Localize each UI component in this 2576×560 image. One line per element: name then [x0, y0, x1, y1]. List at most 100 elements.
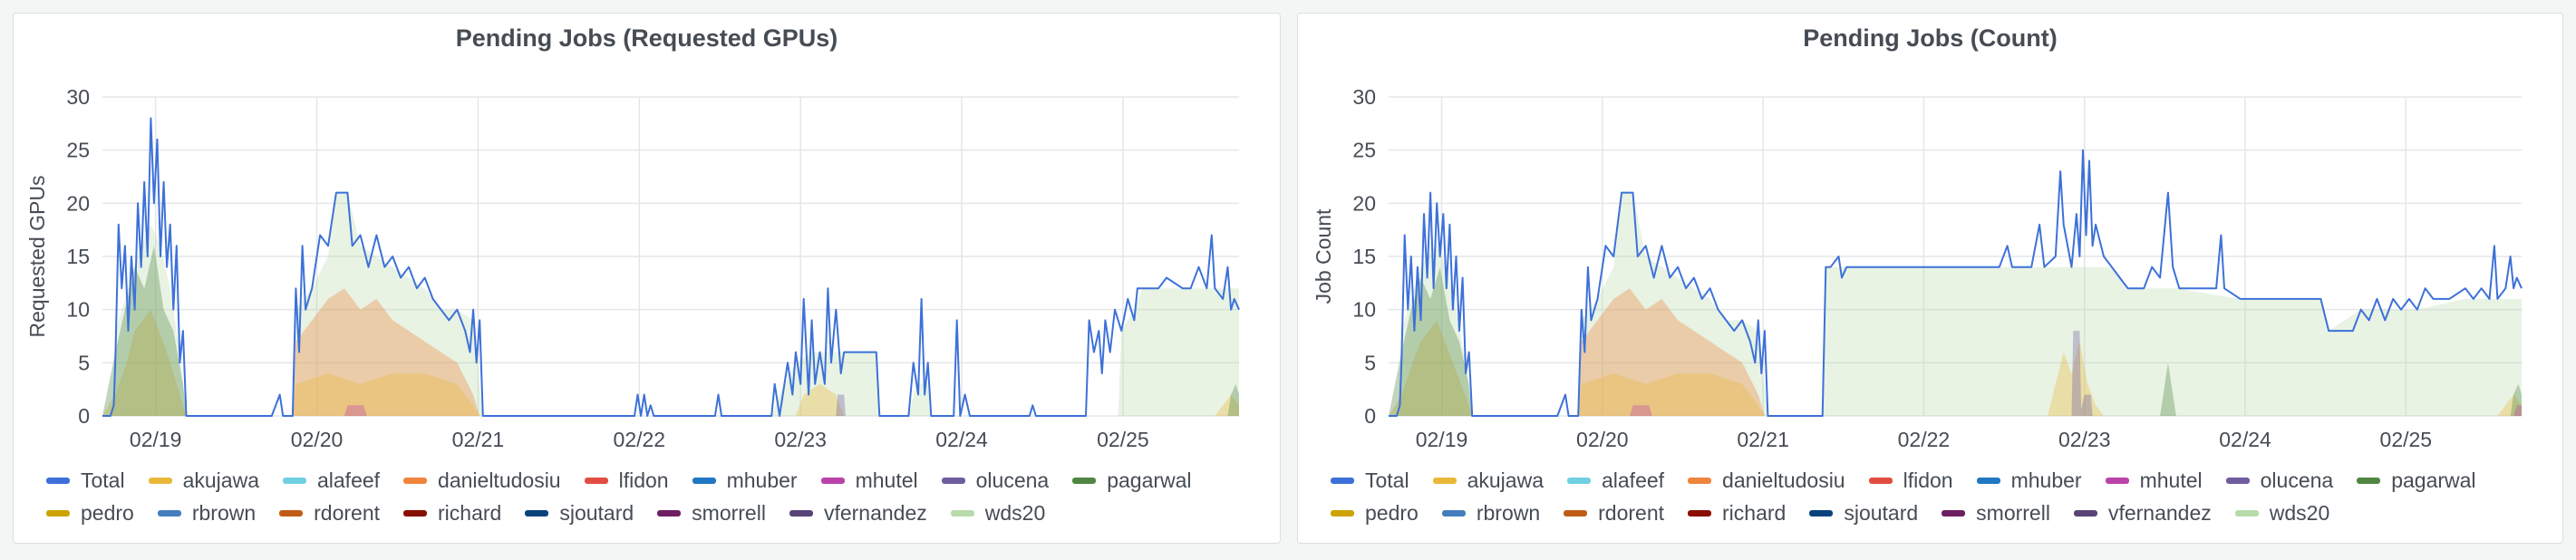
series-area-danieltudosiu: [292, 288, 480, 416]
x-tick-label: 02/23: [774, 428, 827, 451]
y-tick-label: 25: [1352, 139, 1376, 162]
legend-label: richard: [438, 500, 502, 525]
legend-item-richard[interactable]: richard: [403, 499, 501, 526]
legend-item-sjoutard[interactable]: sjoutard: [525, 499, 634, 526]
legend-swatch: [1942, 509, 1966, 517]
chart-pending-gpus: 0 5 10 15 20 25 30 02/19 02/20 02/21 02/22 02/23 02/…: [25, 85, 1240, 451]
y-tick-label: 20: [1352, 191, 1376, 215]
legend-label: vfernandez: [2107, 500, 2212, 525]
legend-item-lfidon[interactable]: lfidon: [1868, 467, 1953, 494]
legend-label: lfidon: [1903, 468, 1953, 492]
legend-item-vfernandez[interactable]: vfernandez: [789, 499, 927, 526]
legend-item-Total[interactable]: Total: [46, 467, 125, 494]
x-tick-label: 02/19: [130, 428, 182, 451]
legend-item-mhuber[interactable]: mhuber: [692, 467, 798, 494]
y-axis-label: Requested GPUs: [25, 176, 49, 338]
panel-pending-gpus: Pending Jobs (Requested GPUs) 0 5 10 15 20 25…: [13, 13, 1281, 544]
y-tick-label: 5: [78, 351, 90, 374]
legend-item-danieltudosiu[interactable]: danieltudosiu: [403, 467, 561, 494]
legend-label: akujawa: [182, 468, 259, 492]
legend-label: Total: [1365, 468, 1409, 492]
legend-label: alafeef: [1601, 468, 1665, 492]
legend-label: danieltudosiu: [438, 468, 561, 492]
legend-swatch: [46, 509, 70, 517]
legend-swatch: [1331, 509, 1354, 517]
legend-item-mhutel[interactable]: mhutel: [2105, 467, 2203, 494]
x-tick-label: 02/23: [2058, 428, 2111, 451]
y-tick-label: 30: [1352, 85, 1376, 109]
legend-item-lfidon[interactable]: lfidon: [584, 467, 669, 494]
y-axis-label: Job Count: [1312, 208, 1335, 304]
x-tick-label: 02/25: [1097, 428, 1149, 451]
legend-item-smorrell[interactable]: smorrell: [657, 499, 766, 526]
legend-label: smorrell: [1976, 500, 2050, 525]
legend-swatch: [941, 477, 965, 484]
y-tick-label: 15: [1352, 245, 1376, 268]
legend-label: pagarwal: [1107, 468, 1192, 492]
legend-swatch: [148, 477, 172, 484]
legend-label: Total: [81, 468, 125, 492]
x-tick-label: 02/25: [2380, 428, 2433, 451]
legend-label: pedro: [1365, 500, 1419, 525]
legend-label: mhutel: [2139, 468, 2203, 492]
legend-swatch: [1072, 477, 1097, 484]
series-area-pagarwal: [102, 246, 1239, 416]
legend-swatch: [1688, 509, 1712, 517]
legend-swatch: [1809, 509, 1834, 517]
legend: Total akujawa alafeef danieltudosiu lfidon mh…: [1331, 467, 2545, 526]
x-tick-label: 02/21: [452, 428, 505, 451]
legend-swatch: [2234, 509, 2259, 517]
legend-item-alafeef[interactable]: alafeef: [282, 467, 380, 494]
y-tick-label: 25: [66, 139, 90, 162]
legend-item-richard[interactable]: richard: [1688, 499, 1786, 526]
legend-label: olucena: [975, 468, 1050, 492]
legend-swatch: [1441, 509, 1466, 517]
legend-swatch: [525, 509, 549, 517]
legend-label: rdorent: [1598, 500, 1665, 525]
legend-item-akujawa[interactable]: akujawa: [1432, 467, 1544, 494]
legend-item-Total[interactable]: Total: [1331, 467, 1409, 494]
legend-item-olucena[interactable]: olucena: [2225, 467, 2334, 494]
legend-label: pagarwal: [2391, 468, 2476, 492]
legend-item-vfernandez[interactable]: vfernandez: [2073, 499, 2212, 526]
legend-item-wds20[interactable]: wds20: [950, 499, 1045, 526]
legend-item-rbrown[interactable]: rbrown: [157, 499, 256, 526]
legend-swatch: [1976, 477, 2000, 484]
legend-swatch: [789, 509, 813, 517]
y-tick-label: 10: [66, 298, 90, 322]
legend-item-wds20[interactable]: wds20: [2234, 499, 2329, 526]
legend-item-danieltudosiu[interactable]: danieltudosiu: [1688, 467, 1845, 494]
legend-item-rdorent[interactable]: rdorent: [279, 499, 380, 526]
legend-label: olucena: [2260, 468, 2334, 492]
legend-swatch: [279, 509, 304, 517]
legend-label: sjoutard: [559, 500, 634, 525]
legend-swatch: [1868, 477, 1893, 484]
legend-item-alafeef[interactable]: alafeef: [1566, 467, 1665, 494]
legend-item-rbrown[interactable]: rbrown: [1441, 499, 1540, 526]
legend-item-rdorent[interactable]: rdorent: [1564, 499, 1664, 526]
legend-swatch: [2105, 477, 2129, 484]
y-tick-label: 0: [78, 404, 90, 428]
legend-item-mhutel[interactable]: mhutel: [820, 467, 918, 494]
series-area-akujawa: [102, 309, 1239, 416]
legend-label: lfidon: [618, 468, 669, 492]
legend-label: mhuber: [726, 468, 798, 492]
x-tick-label: 02/24: [2219, 428, 2271, 451]
legend-item-olucena[interactable]: olucena: [941, 467, 1050, 494]
legend-swatch: [1566, 477, 1591, 484]
legend-item-pedro[interactable]: pedro: [1331, 499, 1419, 526]
legend-label: akujawa: [1467, 468, 1544, 492]
legend-item-pedro[interactable]: pedro: [46, 499, 134, 526]
legend-item-pagarwal[interactable]: pagarwal: [2357, 467, 2476, 494]
panel-pending-count: Pending Jobs (Count) 0 5 10 15 20 25 30 02/19 02…: [1297, 13, 2563, 544]
legend-swatch: [403, 477, 428, 484]
legend-item-smorrell[interactable]: smorrell: [1942, 499, 2050, 526]
legend-item-sjoutard[interactable]: sjoutard: [1809, 499, 1918, 526]
series-area-wds20: [1389, 192, 2522, 416]
y-tick-label: 5: [1364, 351, 1376, 374]
legend-label: smorrell: [692, 500, 766, 525]
y-tick-label: 30: [66, 85, 90, 109]
legend-item-mhuber[interactable]: mhuber: [1976, 467, 2082, 494]
legend-item-pagarwal[interactable]: pagarwal: [1072, 467, 1192, 494]
legend-item-akujawa[interactable]: akujawa: [148, 467, 259, 494]
